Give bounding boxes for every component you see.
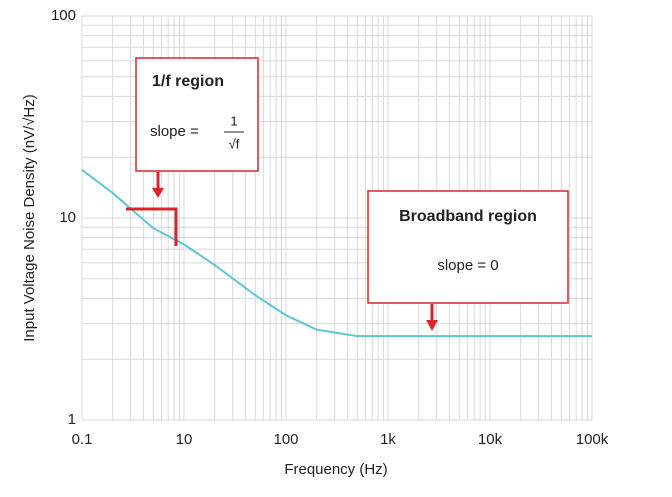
- arrow-head: [152, 188, 164, 198]
- arrow-head: [426, 320, 438, 331]
- x-tick-label: 10: [176, 431, 193, 448]
- x-tick-label: 100: [273, 431, 298, 448]
- annotation-text: slope =: [150, 123, 199, 140]
- annotation-text: slope = 0: [437, 257, 498, 274]
- plot: [81, 169, 592, 338]
- x-tick-label: 100k: [576, 431, 609, 448]
- x-tick-label: 10k: [478, 431, 503, 448]
- y-tick-label: 1: [68, 411, 76, 428]
- x-tick-label: 0.1: [72, 431, 93, 448]
- annotation-box: [367, 190, 569, 304]
- annotation-denominator: √f: [229, 136, 240, 151]
- y-tick-label: 100: [51, 7, 76, 24]
- slope-marker: [126, 207, 178, 246]
- x-tick-label: 1k: [380, 431, 396, 448]
- annotation-title: Broadband region: [399, 208, 537, 225]
- annotation-title: 1/f region: [152, 73, 224, 90]
- annotation-numerator: 1: [230, 113, 237, 128]
- y-tick-label: 10: [59, 209, 76, 226]
- annotation-box: [135, 57, 259, 172]
- x-axis-label: Frequency (Hz): [284, 461, 387, 478]
- line: [81, 169, 592, 338]
- y-axis-label: Input Voltage Noise Density (nV/√Hz): [21, 94, 38, 342]
